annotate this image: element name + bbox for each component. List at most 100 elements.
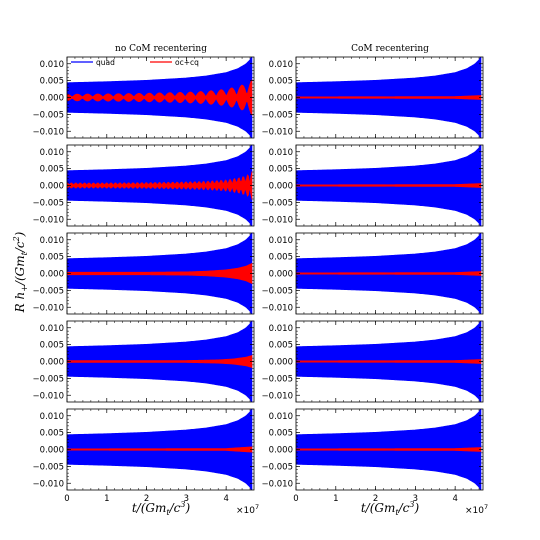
y-tick-label: −0.010 <box>33 127 64 137</box>
panel-row4-right: 0.010 0.005 0.000 −0.005 −0.010 <box>262 320 484 403</box>
col-title-right: CoM recentering <box>351 44 429 54</box>
x-label-left-end: /c <box>169 501 181 515</box>
panel-row2-left: 0.010 0.005 0.000 −0.005 −0.010 <box>33 144 255 227</box>
x-tick-label: 1 <box>333 494 338 504</box>
y-tick-label: −0.005 <box>33 374 64 384</box>
y-tick-label: −0.010 <box>33 303 64 313</box>
y-tick-label: 0.005 <box>40 429 64 439</box>
y-tick-label: −0.005 <box>262 462 293 472</box>
legend: quad oc+cq <box>71 58 199 67</box>
x-label-right-sub: t <box>395 508 399 517</box>
plot-area <box>67 233 253 314</box>
x-tick-label: 2 <box>144 494 149 504</box>
legend-label-oc-cq: oc+cq <box>175 58 199 67</box>
y-label-mid: /(Gm <box>13 255 27 286</box>
x-label-left-main: t/(Gm <box>132 501 167 515</box>
y-tick-label: −0.005 <box>33 286 64 296</box>
plot-area <box>67 321 253 402</box>
y-tick-label: 0.005 <box>40 77 64 87</box>
y-tick-label: −0.005 <box>262 110 293 120</box>
y-tick-label: 0.005 <box>40 341 64 351</box>
col-title-left: no CoM recentering <box>115 44 207 54</box>
y-tick-label: 0.005 <box>269 165 293 175</box>
y-tick-label: 0.000 <box>269 94 293 104</box>
x-multiplier-left: ×107 <box>236 503 259 516</box>
y-tick-label: −0.010 <box>262 215 293 225</box>
x-tick-label: 1 <box>104 494 109 504</box>
plot-area <box>67 57 253 138</box>
x-label-left-sup: 3 <box>180 500 185 509</box>
y-tick-label: 0.000 <box>269 358 293 368</box>
y-tick-label: 0.010 <box>269 60 293 70</box>
y-tick-label: −0.005 <box>33 110 64 120</box>
y-label-main: R h <box>13 292 27 314</box>
y-tick-label: −0.005 <box>33 198 64 208</box>
y-tick-label: −0.005 <box>262 374 293 384</box>
y-tick-label: 0.010 <box>40 412 64 422</box>
y-tick-label: −0.010 <box>262 127 293 137</box>
y-tick-label: 0.010 <box>269 148 293 158</box>
panel-row4-left: 0.010 0.005 0.000 −0.005 −0.010 <box>33 320 255 403</box>
y-tick-label: 0.005 <box>40 165 64 175</box>
y-tick-label: −0.010 <box>33 391 64 401</box>
plot-area <box>296 409 482 490</box>
x-label-right-sup: 3 <box>409 500 414 509</box>
x-axis-label-right: t/(Gmt/c3) <box>361 500 420 517</box>
panel-row1-left: 0.010 0.005 0.000 −0.005 −0.010 <box>33 56 255 139</box>
y-tick-label: −0.005 <box>262 286 293 296</box>
y-tick-label: 0.010 <box>269 236 293 246</box>
y-tick-label: 0.005 <box>269 253 293 263</box>
x-mult-left-sup: 7 <box>255 503 259 511</box>
y-tick-label: −0.010 <box>33 479 64 489</box>
x-tick-label: 4 <box>452 494 457 504</box>
y-tick-label: 0.000 <box>40 182 64 192</box>
y-tick-label: 0.000 <box>269 446 293 456</box>
y-tick-label: −0.005 <box>33 462 64 472</box>
x-multiplier-right: ×107 <box>465 503 488 516</box>
y-tick-label: 0.005 <box>40 253 64 263</box>
plot-area <box>296 321 482 402</box>
y-label-sub1: + <box>20 285 29 292</box>
y-tick-label: 0.000 <box>269 182 293 192</box>
x-label-left-sub: t <box>166 508 170 517</box>
y-tick-label: −0.010 <box>262 391 293 401</box>
panel-row3-left: 0.010 0.005 0.000 −0.005 −0.010 <box>33 232 255 315</box>
x-tick-label: 3 <box>184 494 189 504</box>
panel-row3-right: 0.010 0.005 0.000 −0.005 −0.010 <box>262 232 484 315</box>
y-tick-label: −0.010 <box>262 479 293 489</box>
y-tick-label: 0.010 <box>40 324 64 334</box>
plot-area <box>67 145 253 226</box>
x-tick-label: 0 <box>293 494 298 504</box>
y-tick-label: 0.000 <box>269 270 293 280</box>
x-tick-label: 4 <box>223 494 228 504</box>
y-tick-label: 0.010 <box>40 236 64 246</box>
y-tick-label: 0.010 <box>269 324 293 334</box>
panel-row1-right: 0.010 0.005 0.000 −0.005 −0.010 <box>262 56 484 139</box>
x-mult-right-sup: 7 <box>484 503 488 511</box>
y-tick-label: 0.005 <box>269 429 293 439</box>
x-label-right-main: t/(Gm <box>361 501 396 515</box>
panels-group: 0.0100.0050.000−0.005−0.0100.0100.0050.0… <box>33 56 484 504</box>
x-label-right-end: /c <box>398 501 410 515</box>
y-tick-label: 0.010 <box>40 60 64 70</box>
y-tick-label: −0.010 <box>262 303 293 313</box>
plot-area <box>296 57 482 138</box>
y-tick-label: 0.005 <box>269 341 293 351</box>
x-label-left-close: ) <box>184 501 190 515</box>
x-mult-right-base: ×10 <box>465 506 484 516</box>
plot-area <box>67 409 253 490</box>
y-label-close: ) <box>13 231 27 237</box>
panel-row2-right: 0.010 0.005 0.000 −0.005 −0.010 <box>262 144 484 227</box>
x-label-right-close: ) <box>413 501 419 515</box>
y-tick-label: 0.000 <box>40 358 64 368</box>
x-axis-label-left: t/(Gmt/c3) <box>132 500 191 517</box>
y-tick-label: 0.005 <box>269 77 293 87</box>
x-tick-label: 0 <box>64 494 69 504</box>
y-label-end: /c <box>13 241 27 253</box>
legend-label-quad: quad <box>96 58 115 67</box>
y-tick-label: −0.005 <box>262 198 293 208</box>
y-tick-label: 0.000 <box>40 270 64 280</box>
